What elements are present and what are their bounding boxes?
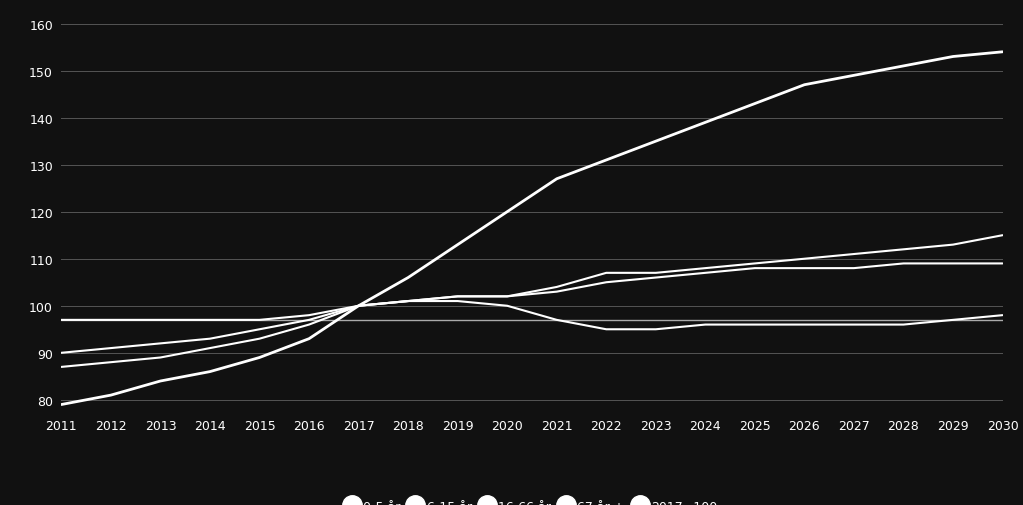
Legend: 0-5 år, 6-15 år, 16-66 år, 67 år +, 2017=100: 0-5 år, 6-15 år, 16-66 år, 67 år +, 2017… xyxy=(341,493,723,505)
